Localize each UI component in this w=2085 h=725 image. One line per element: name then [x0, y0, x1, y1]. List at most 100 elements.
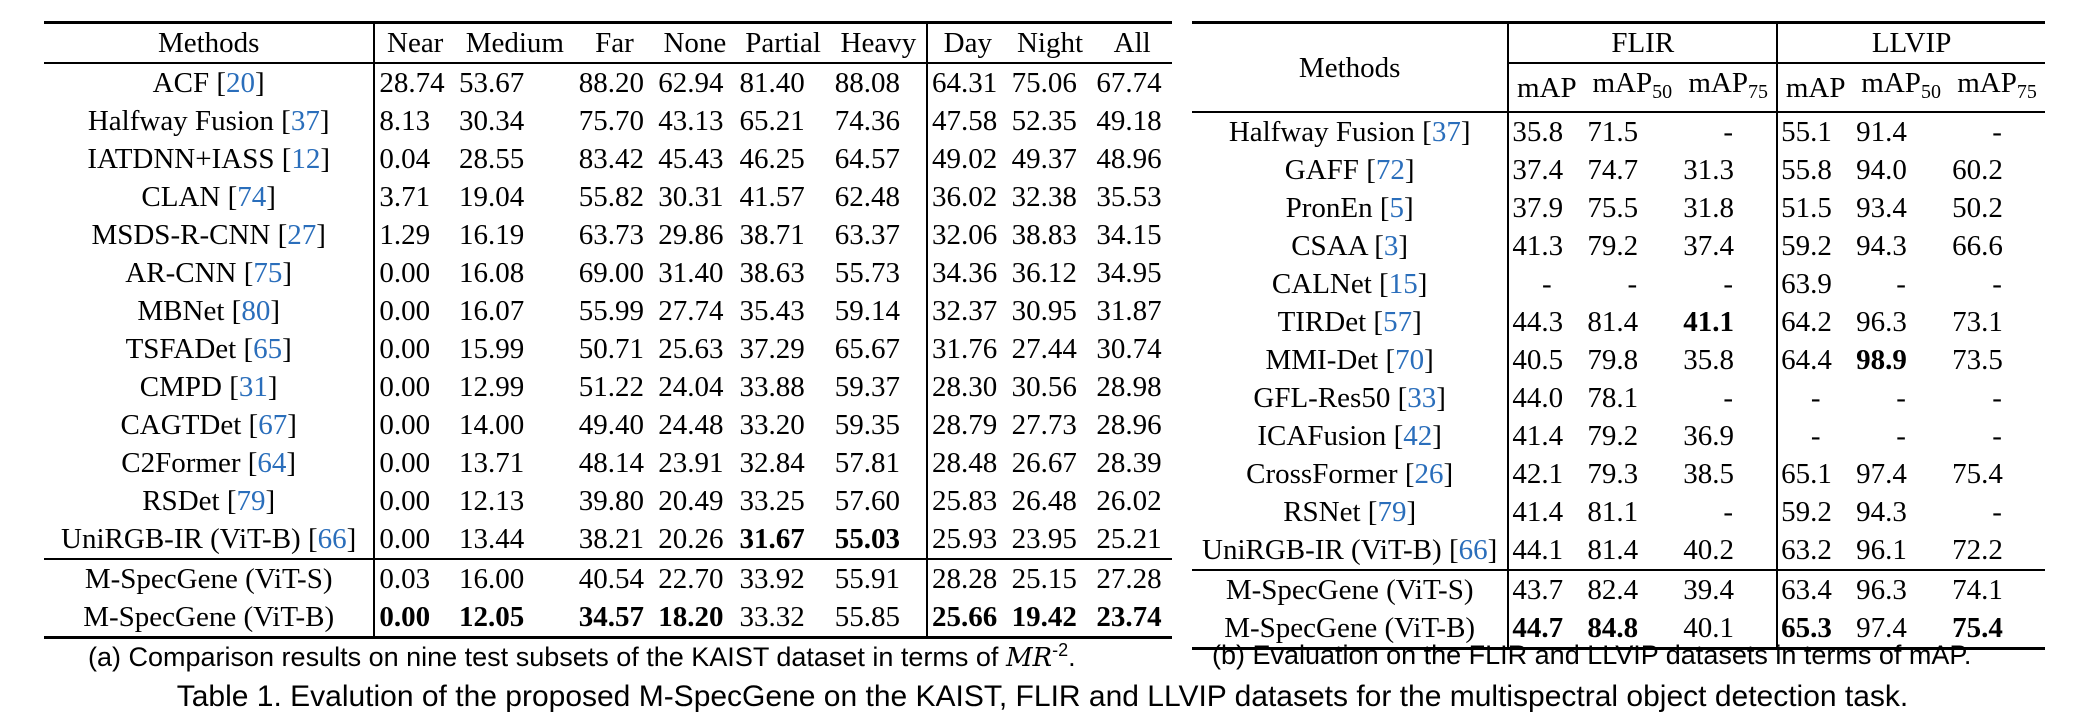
citation-ref: 33 [1407, 382, 1437, 414]
value-cell: 55.1 [1777, 111, 1854, 151]
column-header: Medium [454, 21, 575, 63]
value-cell: 79.2 [1587, 230, 1639, 262]
value-cell: 57.81 [830, 444, 929, 482]
value-cell: 75.4 [1952, 458, 2003, 490]
metric-header: mAP75 [1949, 62, 2045, 112]
value-cell: 30.34 [458, 105, 525, 137]
method-name: CALNet [1271, 268, 1372, 300]
caption-a-metric-sup: -2 [1052, 640, 1069, 660]
value-cell: - [1992, 382, 2002, 414]
value-cell: 0.03 [374, 558, 455, 598]
method-name-cell: M-SpecGene (ViT-S) [44, 558, 376, 598]
table-row: IATDNN+IASS [12] 0.04 28.55 83.42 45.43 46.25… [44, 140, 1172, 178]
value-cell: 13.71 [458, 447, 525, 479]
value-cell: 79.3 [1587, 458, 1639, 490]
value-cell: 65.67 [830, 330, 929, 368]
table-row: M-SpecGene (ViT-B) 0.00 12.05 34.57 18.20 33.… [44, 598, 1172, 639]
method-name-cell: UniRGB-IR (ViT-B) [66] [1192, 531, 1510, 570]
value-cell: 19.42 [1007, 598, 1093, 639]
value-cell: 63.73 [578, 219, 644, 251]
method-name-cell: UniRGB-IR (ViT-B) [66] [44, 520, 376, 559]
value-cell: 84.8 [1584, 609, 1681, 650]
value-cell: 32.06 [932, 219, 998, 251]
value-cell: 47.58 [932, 105, 998, 137]
flir-llvip-results-table: Methods FLIR LLVIP mAP mAP50 mAP75 mAP mAP50… [1192, 21, 2045, 650]
method-name: RSNet [1283, 496, 1361, 528]
table-row: C2Former [64] 0.00 13.71 48.14 23.91 32.84 57.… [44, 444, 1172, 482]
value-cell: - [1627, 268, 1638, 300]
value-cell: 25.66 [927, 598, 1008, 639]
citation-ref: 74 [237, 181, 267, 213]
method-name: ICAFusion [1257, 420, 1387, 452]
citation-ref: 12 [291, 143, 321, 175]
value-cell: 59.35 [830, 406, 929, 444]
value-cell: 48.96 [1096, 143, 1162, 175]
value-cell: 38.21 [578, 523, 644, 555]
value-cell: 53.67 [454, 62, 575, 102]
citation-ref: 37 [290, 105, 320, 137]
value-cell: 25.21 [1096, 523, 1162, 555]
citation-ref: 65 [253, 333, 283, 365]
metric-name: mAP [1785, 71, 1846, 104]
value-cell: 24.04 [658, 371, 724, 403]
method-name: M-SpecGene (ViT-S) [84, 563, 333, 595]
value-cell: 81.4 [1587, 306, 1639, 338]
method-name-cell: MMI-Det [70] [1192, 341, 1510, 379]
value-cell: 60.2 [1952, 154, 2003, 186]
value-cell: 25.93 [932, 523, 998, 555]
value-cell: 36.02 [932, 181, 998, 213]
value-cell: - [1810, 382, 1821, 414]
column-header: Far [574, 21, 655, 63]
value-cell: 79.8 [1587, 344, 1639, 376]
value-cell: 51.22 [578, 371, 644, 403]
method-name-cell: CMPD [31] [44, 368, 376, 406]
value-cell: 23.95 [1011, 523, 1077, 555]
value-cell: 28.74 [374, 62, 455, 102]
value-cell: 16.07 [458, 295, 525, 327]
value-cell: 12.99 [458, 371, 525, 403]
value-cell: 83.42 [578, 143, 644, 175]
value-cell: - [1680, 493, 1779, 531]
citation-ref: 79 [1377, 496, 1407, 528]
value-cell: 34.15 [1096, 219, 1162, 251]
method-name: GAFF [1284, 154, 1359, 186]
main-caption: Table 1. Evalution of the proposed M-Spe… [176, 680, 1909, 713]
value-cell: 96.3 [1853, 569, 1950, 609]
method-name-cell: CSAA [3] [1192, 227, 1510, 265]
value-cell: 33.88 [739, 371, 805, 403]
method-name: UniRGB-IR (ViT-B) [61, 523, 301, 555]
value-cell: 88.20 [574, 62, 655, 102]
table-row: M-SpecGene (ViT-S) 43.7 82.4 39.4 63.4 96.3 74… [1192, 569, 2045, 609]
value-cell: 41.4 [1512, 496, 1564, 528]
value-cell: 78.1 [1587, 382, 1639, 414]
value-cell: 71.5 [1584, 111, 1681, 151]
value-cell: 82.4 [1584, 569, 1681, 609]
value-cell: 16.00 [454, 558, 575, 598]
value-cell: 41.3 [1512, 230, 1564, 262]
value-cell: 0.00 [379, 485, 431, 517]
method-name: CrossFormer [1246, 458, 1398, 490]
value-cell: 81.1 [1587, 496, 1639, 528]
value-cell: 73.5 [1952, 344, 2003, 376]
value-cell: 64.2 [1781, 306, 1832, 338]
value-cell: 0.04 [379, 143, 431, 175]
value-cell: 18.20 [654, 598, 736, 639]
value-cell: 63.2 [1781, 534, 1832, 566]
citation-ref: 67 [258, 409, 288, 441]
method-name-cell: M-SpecGene (ViT-S) [1192, 569, 1510, 609]
citation-ref: 15 [1388, 268, 1418, 300]
citation-ref: 72 [1375, 154, 1405, 186]
value-cell: 32.38 [1011, 181, 1077, 213]
table-row: MMI-Det [70] 40.5 79.8 35.8 64.4 98.9 73.5 [1192, 341, 2045, 379]
value-cell: 23.91 [658, 447, 724, 479]
metric-subscript: 75 [2016, 81, 2037, 103]
value-cell: 94.3 [1856, 230, 1907, 262]
value-cell: 93.4 [1856, 192, 1907, 224]
method-name-cell: MBNet [80] [44, 292, 376, 330]
value-cell: 28.39 [1096, 447, 1162, 479]
value-cell: 39.80 [578, 485, 644, 517]
citation-ref: 66 [317, 523, 347, 555]
metric-subscript: 50 [1652, 81, 1673, 103]
value-cell: 73.1 [1952, 306, 2003, 338]
citation-ref: 66 [1458, 534, 1488, 566]
